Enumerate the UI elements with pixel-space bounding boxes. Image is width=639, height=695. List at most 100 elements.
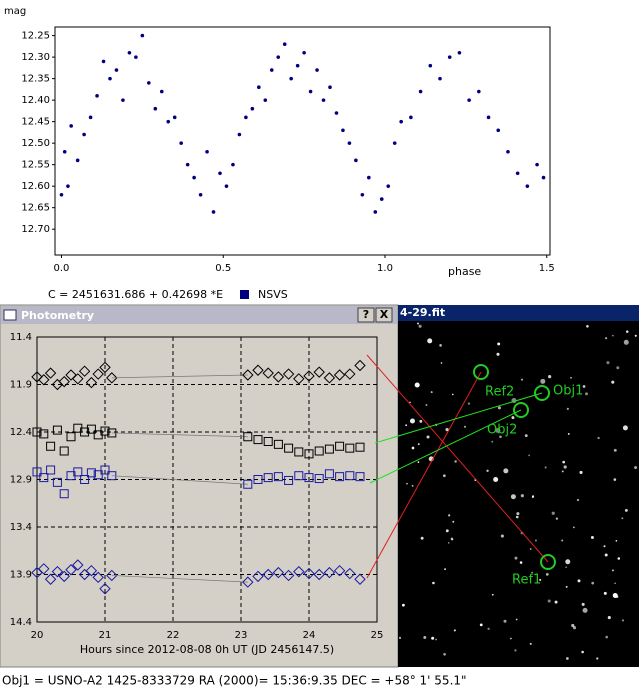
star [511,416,515,420]
close-button[interactable] [375,307,393,323]
star [579,470,583,474]
star [566,407,569,410]
close-button-label[interactable]: X [380,308,389,321]
aperture [513,402,529,418]
point [323,372,336,384]
point [95,94,99,98]
star [401,603,405,607]
star [487,627,490,631]
point [253,475,263,484]
point [333,369,346,381]
star [514,556,518,560]
legend-label: NSVS [258,288,288,301]
point [535,162,539,167]
point [166,119,171,124]
star [497,406,501,410]
point [231,162,235,167]
star-image [398,305,639,667]
point [379,197,384,201]
point [153,106,158,111]
link-line [369,409,522,484]
point [39,429,49,439]
star [444,568,446,571]
point [65,564,77,576]
star [510,494,516,500]
star [555,517,558,520]
point [93,470,103,480]
point [273,439,283,449]
point [345,471,355,481]
point [313,366,325,378]
point [80,427,90,437]
point [262,367,274,379]
point [52,477,62,487]
star [425,404,428,406]
legend-swatch [240,290,249,299]
star [440,362,443,364]
point [99,583,111,595]
point [85,564,98,577]
y-tick-label: 12.35 [21,74,50,85]
point [308,89,313,94]
point [314,446,324,456]
gap-connector [111,432,248,438]
point [80,475,90,484]
point [328,85,332,90]
point [276,55,281,59]
star [426,435,430,439]
point [101,59,106,64]
star [411,446,415,450]
point [428,63,433,68]
star [443,474,446,478]
point [159,89,164,94]
point [257,85,261,90]
star [528,454,531,457]
point [73,467,83,477]
star [544,466,547,469]
star [571,623,575,628]
point [224,184,229,188]
point [86,424,96,434]
point [218,171,222,176]
point [51,565,64,578]
point [457,51,462,55]
star [548,375,552,379]
star-label: Ref1 [512,573,541,588]
star [611,380,615,384]
star [435,638,438,641]
point [354,359,366,372]
star [454,460,457,463]
point [32,467,42,477]
point [198,192,203,197]
point [99,361,111,374]
x-axis-label: phase [448,265,481,278]
star [417,322,420,325]
point [315,68,319,72]
y-tick-label: 12.40 [21,95,50,106]
point [252,364,264,376]
star [612,592,618,598]
point [69,124,73,128]
point [304,449,314,459]
point [313,568,325,581]
star [603,591,607,595]
point [262,568,274,581]
aperture [540,554,556,570]
x-tick-label: 20 [31,630,44,641]
star [535,539,537,542]
x-tick-label: 23 [235,630,248,641]
star [566,657,569,660]
phase-plot: 12.25 12.30 12.35 12.40 12.45 12.50 12.55 12.60… [21,31,554,274]
point [59,446,69,456]
help-button-label[interactable]: ? [363,308,369,321]
y-tick-label: 13.9 [10,570,32,581]
y-tick-label: 12.30 [21,52,50,63]
point [496,128,501,133]
star [519,561,523,564]
help-button[interactable] [357,307,375,323]
point [72,373,84,385]
star [577,579,581,583]
star [539,578,542,581]
y-axis-label: mag [4,6,26,17]
star [605,635,609,639]
